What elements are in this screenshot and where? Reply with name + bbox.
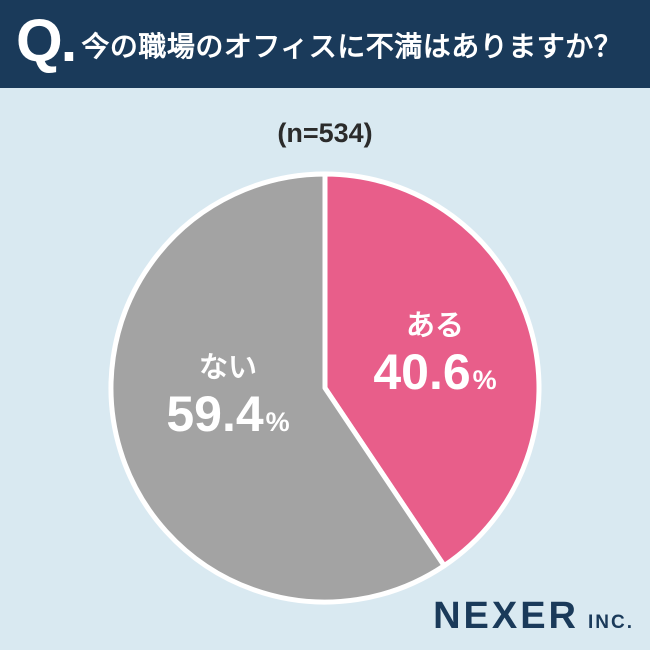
slice-label-aru: ある 40.6% [330, 302, 540, 399]
slice-percent-aru: 40.6 [373, 344, 471, 400]
question-title: 今の職場のオフィスに不満はありますか？ [81, 31, 623, 62]
brand-suffix: INC. [588, 612, 634, 633]
pie-slice-1 [108, 171, 447, 605]
q-logo: Q. [16, 7, 77, 74]
slice-name-nai: ない [198, 352, 257, 384]
percent-sign-nai: % [265, 407, 290, 437]
percent-sign-aru: % [472, 365, 497, 395]
question-header: Q. 今の職場のオフィスに不満はありますか？ [0, 0, 650, 88]
slice-value-nai: 59.4% [118, 388, 338, 441]
slice-percent-nai: 59.4 [166, 386, 264, 442]
brand-name: NEXER [433, 595, 579, 637]
slice-label-nai: ない 59.4% [118, 344, 338, 441]
slice-name-aru: ある [405, 310, 464, 342]
pie-slice-0 [322, 171, 542, 569]
slice-value-aru: 40.6% [330, 346, 540, 399]
brand-logo: NEXER INC. [433, 595, 634, 638]
sample-size-label: (n=534) [277, 118, 373, 148]
